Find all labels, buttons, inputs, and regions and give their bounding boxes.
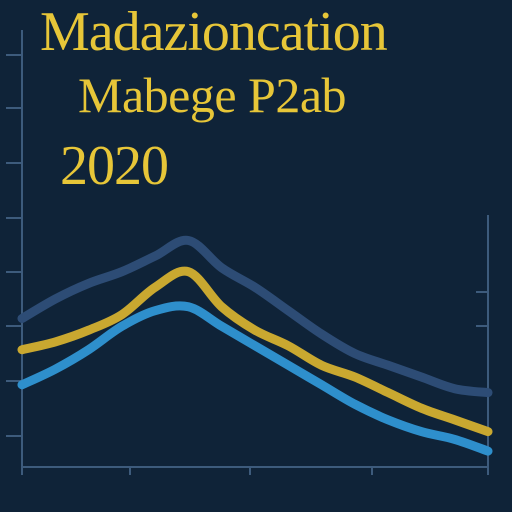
chart-title-line-1: Madazioncation <box>40 1 388 63</box>
chart-title-line-2: Mabege P2ab <box>78 67 347 123</box>
series-line-0 <box>17 235 493 398</box>
chart-title-line-3: 2020 <box>60 135 169 197</box>
series-line-2 <box>17 301 493 456</box>
series-line-1 <box>17 266 493 437</box>
axes <box>6 30 489 475</box>
series-layer <box>17 235 493 456</box>
